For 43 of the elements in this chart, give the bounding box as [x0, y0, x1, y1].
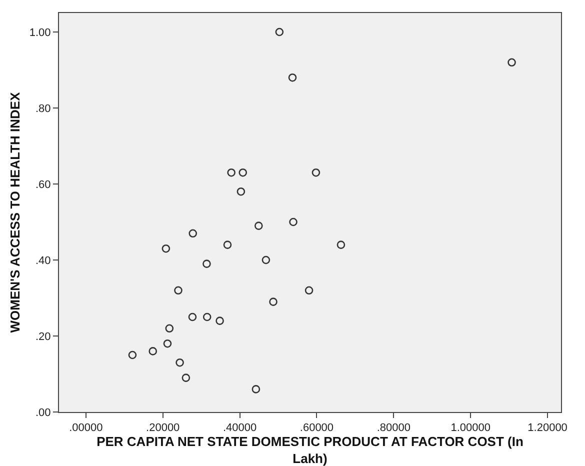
y-tick-label: .20 — [36, 330, 51, 343]
y-tick-label: .40 — [36, 254, 51, 267]
point — [227, 168, 236, 177]
x-tick-label: .80000 — [376, 422, 410, 434]
x-axis-title: PER CAPITA NET STATE DOMESTIC PRODUCT AT FACTOR COST (In Lakh) — [96, 434, 524, 466]
point — [312, 168, 320, 177]
point — [128, 350, 137, 360]
point — [202, 260, 211, 268]
point — [508, 58, 516, 67]
point — [336, 240, 346, 249]
point — [288, 73, 297, 82]
point — [148, 347, 158, 356]
point — [223, 240, 232, 249]
point — [275, 28, 284, 36]
point — [174, 286, 182, 295]
x-tick-label: .20000 — [146, 422, 180, 434]
point — [163, 339, 172, 348]
point — [165, 324, 174, 333]
point — [182, 374, 190, 382]
point — [289, 218, 298, 226]
point — [188, 312, 197, 322]
x-tick-label: 1.20000 — [528, 422, 568, 434]
x-tick-label: .60000 — [300, 422, 334, 434]
x-tick-label: .40000 — [222, 422, 257, 434]
y-tick-label: .80 — [36, 102, 51, 115]
point — [238, 168, 248, 177]
point — [262, 256, 270, 264]
x-tick-label: 1.00000 — [450, 422, 490, 434]
point — [236, 187, 246, 196]
point — [176, 358, 184, 367]
point — [254, 222, 263, 230]
point — [216, 316, 224, 325]
y-tick-label: 1.00 — [29, 26, 51, 39]
y-tick-label: .00 — [36, 406, 51, 419]
y-tick-label: .60 — [36, 178, 51, 191]
point — [162, 244, 170, 253]
point — [252, 385, 260, 394]
y-axis-title: WOMEN'S ACCESS TO HEALTH INDEX — [7, 92, 22, 333]
point — [304, 286, 314, 295]
x-tick-label: .00000 — [69, 422, 103, 434]
point — [202, 312, 212, 322]
point — [188, 229, 198, 238]
point — [269, 298, 278, 306]
